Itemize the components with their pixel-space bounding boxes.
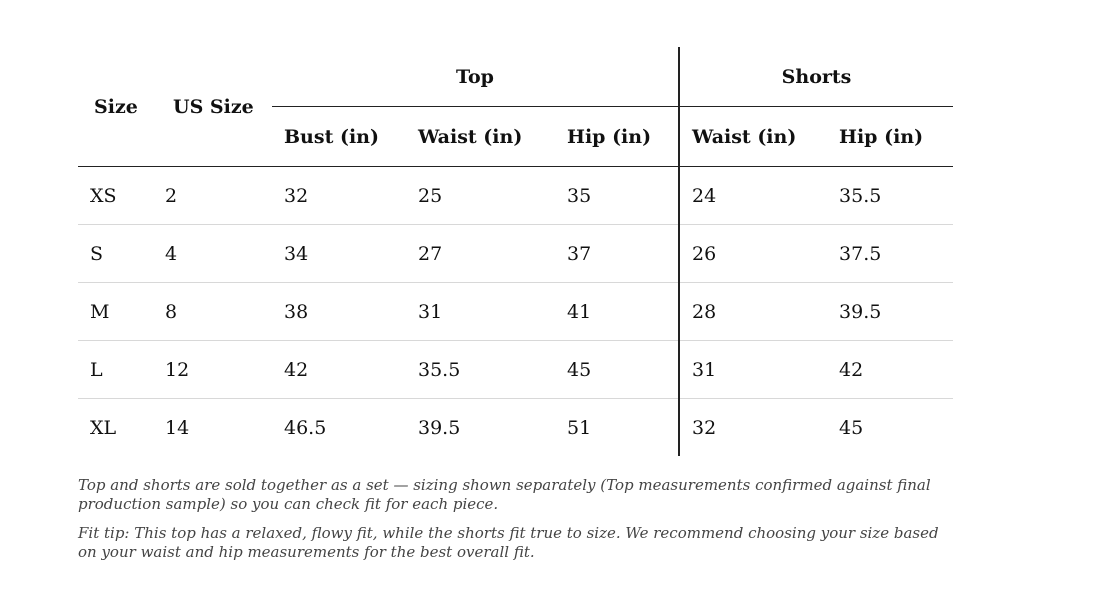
set-note: Top and shorts are sold together as a se… <box>78 476 931 513</box>
top-hip-cell: 37 <box>555 224 680 283</box>
top-hip-cell: 41 <box>555 282 680 341</box>
us-size-header: US Size <box>157 47 272 167</box>
top-bust-cell: 42 <box>272 340 406 399</box>
shorts-hip-cell: 35.5 <box>827 166 954 225</box>
shorts-waist-cell: 24 <box>678 166 828 225</box>
top-waist-cell: 39.5 <box>418 416 461 439</box>
top-bust-cell: 38 <box>272 282 406 341</box>
top-bust-cell: 46.5 <box>284 416 327 439</box>
top-waist-cell: 27 <box>406 224 555 283</box>
shorts-hip-cell: 45 <box>839 416 864 439</box>
header-row-groups: Size US Size Top Shorts <box>78 47 954 167</box>
table-row: M 8 38 31 41 28 39.5 <box>78 282 954 341</box>
us-size-cell: 12 <box>157 340 272 399</box>
top-hip-cell: 51 <box>567 416 592 439</box>
shorts-hip-cell: 42 <box>827 340 954 399</box>
table-row: S 4 34 27 37 26 37.5 <box>78 224 954 283</box>
shorts-hip-header: Hip (in) <box>827 106 954 167</box>
size-cell: XS <box>78 166 157 225</box>
top-bust-header: Bust (in) <box>272 106 406 167</box>
size-cell: L <box>78 340 157 399</box>
us-size-cell: 8 <box>157 282 272 341</box>
us-size-cell: 2 <box>157 166 272 225</box>
top-hip-header: Hip (in) <box>555 106 680 167</box>
top-bust-cell: 34 <box>272 224 406 283</box>
top-waist-header: Waist (in) <box>406 106 555 167</box>
top-bust-cell: 32 <box>272 166 406 225</box>
shorts-hip-cell: 37.5 <box>827 224 954 283</box>
shorts-hip-cell: 39.5 <box>827 282 954 341</box>
us-size-cell: 4 <box>157 224 272 283</box>
table-row: XS 2 32 25 35 24 35.5 <box>78 166 954 225</box>
top-waist-cell: 25 <box>406 166 555 225</box>
shorts-waist-cell: 31 <box>678 340 828 399</box>
top-group-header: Top <box>272 47 680 107</box>
shorts-waist-cell: 26 <box>678 224 828 283</box>
size-header: Size <box>78 47 157 167</box>
top-waist-cell: 31 <box>406 282 555 341</box>
header-row-columns: Bust (in) Waist (in) Hip (in) Waist (in)… <box>78 106 954 167</box>
size-chart: Size US Size Top Shorts Bust (in) Waist … <box>78 47 954 456</box>
shorts-waist-cell: 32 <box>678 398 828 456</box>
fit-tip: Fit tip: This top has a relaxed, flowy f… <box>78 524 939 561</box>
size-cell: XL <box>90 416 117 439</box>
top-waist-cell: 35.5 <box>406 340 555 399</box>
size-cell: M <box>78 282 157 341</box>
shorts-waist-header: Waist (in) <box>678 106 828 167</box>
shorts-group-header: Shorts <box>678 47 954 107</box>
table-row: L 12 42 35.5 45 31 42 <box>78 340 954 399</box>
size-table: Size US Size Top Shorts Bust (in) Waist … <box>78 47 954 456</box>
size-cell: S <box>78 224 157 283</box>
top-hip-cell: 35 <box>555 166 680 225</box>
table-row: XL 14 46.5 39.5 51 32 45 <box>78 398 953 456</box>
shorts-waist-cell: 28 <box>678 282 828 341</box>
top-hip-cell: 45 <box>555 340 680 399</box>
us-size-cell: 14 <box>165 416 190 439</box>
size-notes: Top and shorts are sold together as a se… <box>78 476 958 572</box>
